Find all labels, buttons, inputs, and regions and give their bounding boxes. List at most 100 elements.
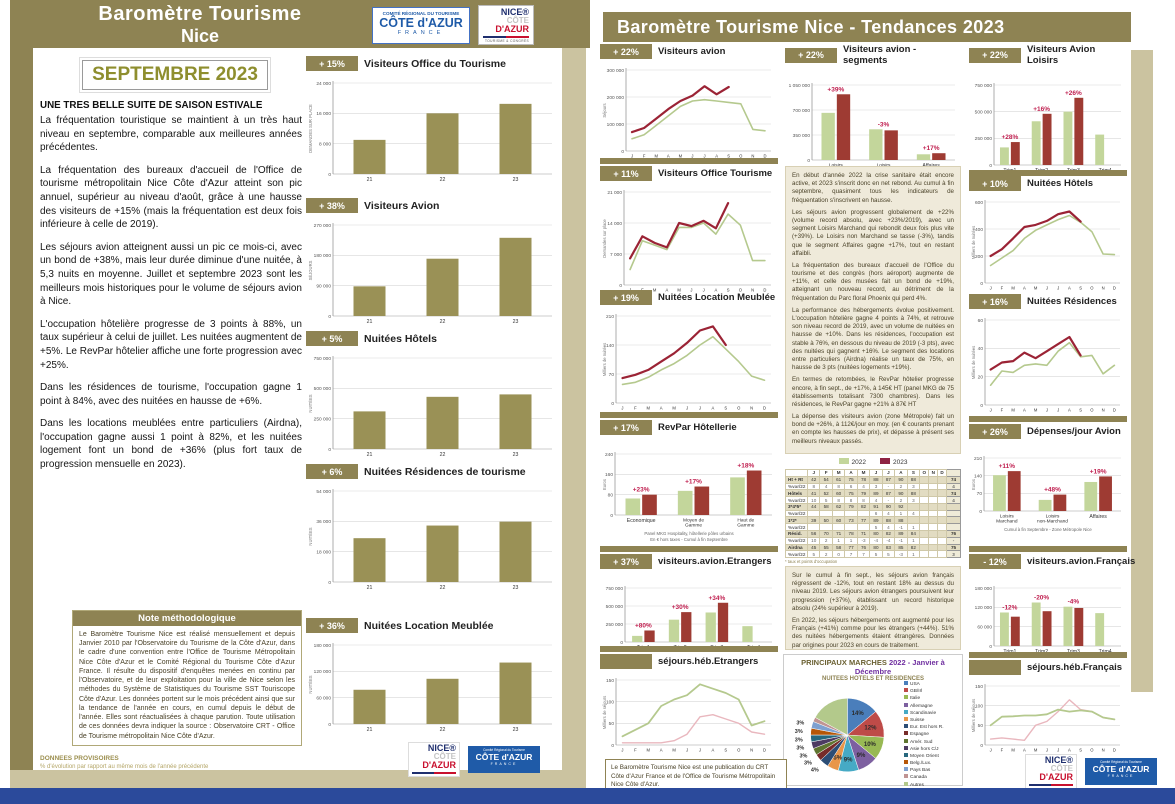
svg-text:3%: 3% [799, 753, 807, 759]
chart-footnote: Panel MKG Hospitality, hôtellerie pôles … [644, 531, 734, 536]
nice-logo-nice: NICE® [500, 7, 529, 17]
svg-text:50: 50 [609, 721, 615, 727]
svg-text:Milliers de nuitées: Milliers de nuitées [971, 226, 976, 260]
legend-swatch [904, 731, 908, 736]
svg-text:22: 22 [440, 585, 446, 591]
svg-text:4%: 4% [811, 768, 819, 774]
pct-badge: + 5% [306, 331, 358, 346]
svg-text:Milliers de nuitées: Milliers de nuitées [971, 346, 976, 380]
nice-logo-bar [412, 772, 456, 774]
panel-head: + 11% Visiteurs Office Tourisme [600, 166, 778, 181]
pie-legend-item: Moyen Orient [904, 752, 958, 760]
legend-swatch [904, 695, 908, 700]
svg-text:0: 0 [979, 509, 982, 515]
svg-text:J: J [621, 406, 623, 411]
chart-r_meublee_line: 0 70 140 210 Milliers de nuitées J F M A M J J A S O N D [602, 314, 771, 411]
pct-badge: + 26% [969, 424, 1021, 439]
panel-head: + 6% Nuitées Résidences de tourisme [306, 464, 558, 479]
chart-title: Visiteurs Avion [364, 199, 440, 212]
svg-text:D: D [763, 406, 766, 411]
chart-r_sej_etrangers: 0 50 100 150 Milliers de séjours J F M A M J J A S O N D [602, 678, 771, 753]
svg-text:0: 0 [328, 172, 331, 178]
paragraph: Dans les résidences de tourisme, l'occup… [40, 382, 302, 407]
svg-text:100: 100 [975, 703, 983, 709]
chart-title: séjours.héb.Français [1027, 662, 1123, 673]
chart-footnote: Cumul à fin Septembre - Zone Métropole N… [1004, 527, 1092, 532]
svg-text:+80%: +80% [635, 622, 652, 629]
svg-text:Milliers de nuitées: Milliers de nuitées [602, 343, 607, 377]
panel-separator [600, 546, 778, 552]
pct-badge: + 11% [600, 166, 652, 181]
legend-2023-label: 2023 [893, 459, 908, 466]
svg-text:70: 70 [977, 491, 983, 497]
table-row: %var/22 5 2 0 7 7 5 5 -3 1 3 [785, 550, 961, 559]
analysis-text-block-1: En début d'année 2022 la crise sanitaire… [785, 166, 961, 454]
pct-badge: + 37% [600, 554, 652, 569]
svg-text:350 000: 350 000 [793, 133, 811, 139]
panel-head: + 22% Visiteurs Avion Loisirs [969, 44, 1127, 66]
svg-text:+48%: +48% [1044, 487, 1061, 494]
nice-logo-dazur: D'AZUR [422, 760, 456, 770]
table-row: %var/22 5 4 -1 1 [785, 523, 961, 532]
svg-text:50: 50 [978, 723, 984, 729]
title-line2: Nice [180, 26, 220, 46]
svg-text:60: 60 [978, 318, 984, 324]
svg-text:J: J [1046, 286, 1048, 291]
paragraph: Sur le cumul à fin sept., les séjours av… [792, 572, 954, 612]
svg-text:D: D [1113, 408, 1116, 413]
svg-text:A: A [1023, 286, 1026, 291]
svg-text:J: J [699, 406, 701, 411]
headline: UNE TRES BELLE SUITE DE SAISON ESTIVALE [40, 100, 263, 111]
svg-text:M: M [647, 406, 651, 411]
svg-text:3%: 3% [795, 737, 803, 743]
svg-text:A: A [711, 748, 714, 753]
svg-text:+11%: +11% [999, 463, 1016, 470]
svg-text:D: D [1113, 748, 1116, 753]
svg-text:750 000: 750 000 [606, 586, 624, 592]
right-footer-logos: NICE® CÔTE D'AZUR Comité Régional du Tou… [1025, 754, 1157, 789]
chart-title: Visiteurs avion [658, 46, 726, 57]
svg-text:700 000: 700 000 [793, 108, 811, 114]
pie-title-accent: 2022 - Janvier à Décembre [854, 658, 945, 676]
legend-swatch [904, 716, 908, 721]
nice-cote-dazur-logo-small: NICE® CÔTE D'AZUR [1025, 754, 1077, 789]
pct-badge: + 36% [306, 618, 358, 633]
svg-text:M: M [1011, 748, 1015, 753]
pct-badge: + 17% [600, 420, 652, 435]
panel-separator [969, 546, 1127, 552]
cote-dazur-france-logo: Comité Régional du Tourisme CÔTE d'AZUR … [1085, 758, 1157, 785]
panel-r_depenses: + 26% Dépenses/jour Avion 0 70 140 210 Euros Lo… [969, 424, 1127, 533]
chart-left_avion: 0 90 000 180 000 270 000 SÉJOURS 21 22 23 [308, 223, 552, 325]
provisional-data-note: % d'évolution par rapport au même mois d… [40, 764, 209, 770]
nice-logo-cote: CÔTE [1050, 764, 1073, 773]
svg-text:54 000: 54 000 [316, 489, 331, 495]
svg-text:M: M [1034, 286, 1038, 291]
month-title: SEPTEMBRE 2023 [92, 64, 258, 85]
svg-text:+17%: +17% [923, 145, 940, 152]
chart-title: RevPar Hôtellerie [658, 422, 737, 433]
svg-text:NUITÉES: NUITÉES [308, 394, 313, 412]
panel-separator [600, 412, 778, 418]
svg-text:3%: 3% [795, 729, 803, 735]
svg-text:F: F [1001, 748, 1004, 753]
panel-head: séjours.héb.Français [969, 660, 1127, 675]
right-margin-band [1131, 50, 1153, 692]
legend-swatch [904, 681, 908, 685]
chart-title: Nuitées Location Meublée [364, 619, 494, 632]
svg-text:14 000: 14 000 [607, 221, 622, 227]
svg-text:22: 22 [440, 727, 446, 733]
pct-badge: + 16% [969, 294, 1021, 309]
chart-title: Visiteurs Office du Tourisme [364, 57, 506, 70]
svg-text:120 000: 120 000 [975, 605, 993, 611]
legend-swatch [904, 760, 908, 765]
svg-text:A: A [714, 288, 717, 293]
svg-text:N: N [750, 748, 753, 753]
chart-title: Nuitées Hôtels [1027, 178, 1093, 189]
nice-logo-bar [1029, 784, 1073, 786]
svg-text:J: J [699, 748, 701, 753]
panel-left_avion: + 38% Visiteurs Avion 0 90 000 180 000 270 00… [306, 198, 558, 329]
pct-badge: + 22% [969, 47, 1021, 63]
legend-swatch [904, 738, 908, 743]
